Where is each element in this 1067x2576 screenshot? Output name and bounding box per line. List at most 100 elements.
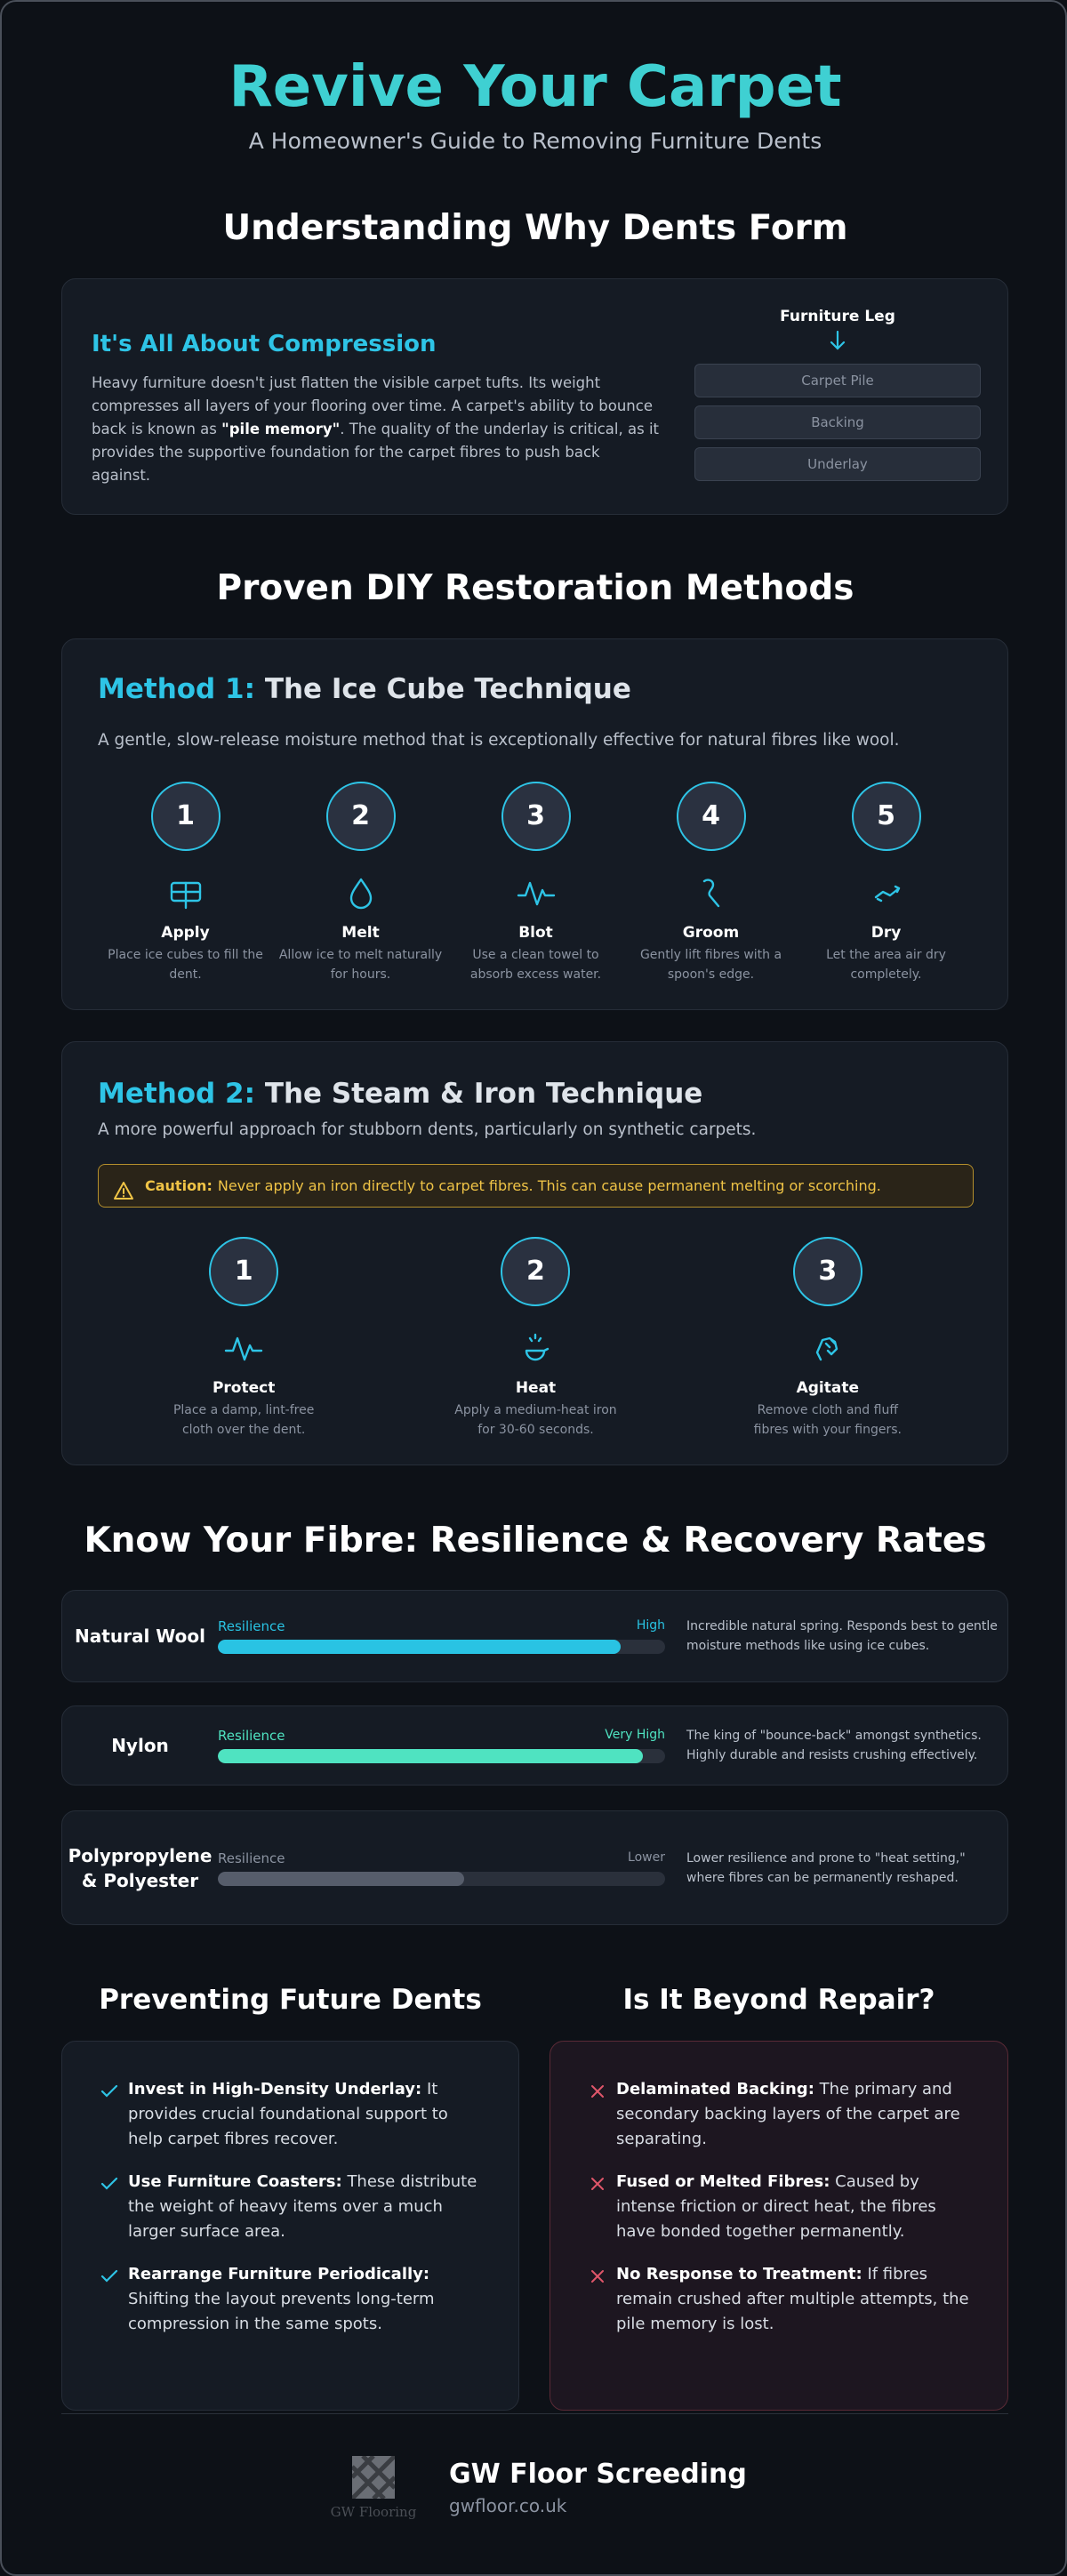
method-card: Method 2: The Steam & Iron Technique A mo… [61, 1041, 1008, 1465]
step-text: Remove cloth and fluff fibres with your … [753, 1403, 902, 1437]
url: gwfloor.co.uk [449, 2495, 567, 2516]
step-icon [389, 1328, 681, 1370]
layer: Underlay [694, 447, 981, 481]
logo-text: GW Flooring [330, 2504, 417, 2520]
layer: Backing [694, 405, 981, 439]
method-label: Method 2: [98, 1078, 256, 1110]
prevention-card: Invest in High-Density Underlay: It prov… [61, 2041, 519, 2411]
step-number: 4 [676, 782, 746, 851]
item-text: Delaminated Backing: The primary and sec… [616, 2077, 976, 2152]
step-icon [448, 872, 623, 915]
caution-label: Caution: [145, 1177, 213, 1194]
fibre-name: Polypropylene & Polyester [68, 1844, 213, 1891]
step-icon [623, 872, 798, 915]
method-name: The Steam & Iron Technique [264, 1078, 703, 1110]
step-number: 3 [792, 1237, 862, 1306]
repair-card: Delaminated Backing: The primary and sec… [550, 2041, 1008, 2411]
marker-icon [100, 2170, 128, 2244]
method-name: The Ice Cube Technique [264, 673, 631, 705]
fibre-name: Natural Wool [75, 1625, 205, 1647]
bar-fill [218, 1749, 643, 1763]
rating-label: Very High [605, 1728, 665, 1742]
fibre-row: Nylon Resilience Very High The king of "bou… [61, 1705, 1008, 1786]
section-heading: Proven DIY Restoration Methods [216, 568, 854, 608]
rating-label: Lower [628, 1850, 665, 1865]
step-number: 2 [325, 782, 396, 851]
method-title: Method 1: The Ice Cube Technique [98, 673, 631, 705]
bar-track [218, 1749, 665, 1763]
step: 1 Apply Place ice cubes to fill the dent. [98, 782, 273, 984]
bar-fill [218, 1871, 464, 1886]
layer: Carpet Pile [694, 364, 981, 397]
list-item: Fused or Melted Fibres: Caused by intens… [588, 2170, 976, 2244]
marker-icon [588, 2170, 616, 2244]
step: 3 Blot Use a clean towel to absorb excess … [448, 782, 623, 984]
section-heading: Know Your Fibre: Resilience & Recovery R… [84, 1521, 987, 1561]
step-number: 1 [150, 782, 221, 851]
step-icon [273, 872, 448, 915]
step-title: Melt [341, 924, 380, 942]
step-icon [98, 1328, 389, 1370]
bar-fill [218, 1640, 621, 1654]
section-heading: Is It Beyond Repair? [622, 1984, 935, 2016]
warning-icon [113, 1176, 134, 1200]
step: 1 Protect Place a damp, lint-free cloth ov… [98, 1237, 389, 1440]
step: 2 Heat Apply a medium-heat iron for 30-60 … [389, 1237, 681, 1440]
item-text: Invest in High-Density Underlay: It prov… [128, 2077, 487, 2152]
item-title: Fused or Melted Fibres: [616, 2172, 830, 2191]
item-body: Caused by intense friction or direct hea… [616, 2172, 936, 2241]
compression-card: It's All About Compression Heavy furnitu… [61, 278, 1008, 515]
text: . The quality of the underlay is critica… [92, 421, 659, 484]
subtitle: A Homeowner's Guide to Removing Furnitur… [248, 128, 822, 154]
item-title: Invest in High-Density Underlay: [128, 2080, 422, 2099]
method-title: Method 2: The Steam & Iron Technique [98, 1078, 702, 1110]
item-body: Shifting the layout prevents long-term c… [128, 2290, 435, 2333]
metric-label: Resilience [218, 1728, 285, 1744]
step-text: Place a damp, lint-free cloth over the d… [172, 1403, 315, 1437]
bar-track [218, 1640, 665, 1654]
text: Heavy furniture doesn't just flatten the… [92, 374, 653, 437]
step-text: Place ice cubes to fill the dent. [108, 948, 263, 982]
fibre-name: Nylon [111, 1735, 169, 1756]
item-body: If fibres remain crushed after multiple … [616, 2265, 969, 2333]
step-title: Protect [212, 1379, 276, 1397]
step-title: Blot [518, 924, 553, 942]
bar-header: Resilience Lower [218, 1850, 665, 1866]
section-heading: Preventing Future Dents [99, 1984, 482, 2016]
method-card: Method 1: The Ice Cube Technique A gentle… [61, 638, 1008, 1010]
section-heading: Understanding Why Dents Form [222, 208, 848, 248]
card-title: It's All About Compression [92, 331, 437, 357]
marker-icon [100, 2077, 128, 2152]
bar-header: Resilience High [218, 1618, 665, 1634]
fibre-row: Natural Wool Resilience High Incredible nat… [61, 1590, 1008, 1682]
fibre-description: Incredible natural spring. Responds best… [686, 1619, 998, 1653]
list-item: Invest in High-Density Underlay: It prov… [100, 2077, 487, 2152]
diagram-label: Furniture Leg [780, 308, 895, 325]
step-icon [682, 1328, 974, 1370]
step: 3 Agitate Remove cloth and fluff fibres wi… [682, 1237, 974, 1440]
marker-icon [100, 2262, 128, 2337]
fibre-bar: Resilience High [218, 1618, 665, 1654]
card-text: Heavy furniture doesn't just flatten the… [92, 372, 661, 487]
caution: Caution: Never apply an iron directly to … [98, 1164, 974, 1208]
layer-diagram: Furniture Leg Carpet Pile Backing Underlay [694, 308, 981, 481]
item-title: No Response to Treatment: [616, 2265, 862, 2283]
fibre-description: The king of "bounce-back" amongst synthe… [686, 1729, 982, 1762]
method-description: A more powerful approach for stubborn de… [98, 1120, 757, 1139]
step-title: Heat [515, 1379, 557, 1397]
step-number: 2 [501, 1237, 571, 1306]
method-description: A gentle, slow-release moisture method t… [98, 731, 900, 750]
title: Revive Your Carpet [229, 54, 842, 120]
step-text: Use a clean towel to absorb excess water… [469, 948, 602, 982]
list-item: Use Furniture Coasters: These distribute… [100, 2170, 487, 2244]
list-item: Rearrange Furniture Periodically: Shifti… [100, 2262, 487, 2337]
divider [61, 2413, 1008, 2414]
item-text: Use Furniture Coasters: These distribute… [128, 2170, 487, 2244]
step-title: Groom [682, 924, 740, 942]
list-item: Delaminated Backing: The primary and sec… [588, 2077, 976, 2152]
step-number: 5 [851, 782, 921, 851]
step-text: Let the area air dry completely. [826, 948, 946, 982]
item-title: Delaminated Backing: [616, 2080, 814, 2099]
method-label: Method 1: [98, 673, 256, 705]
item-title: Rearrange Furniture Periodically: [128, 2265, 430, 2283]
